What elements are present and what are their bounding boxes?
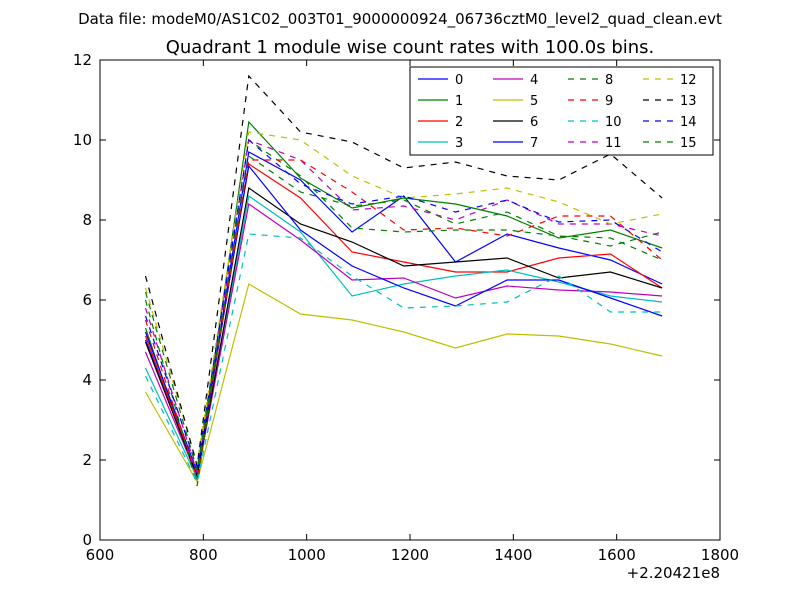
legend-label-4: 4 [530, 73, 538, 88]
series-line-7 [144, 164, 663, 475]
legend-label-1: 1 [455, 94, 463, 109]
x-tick-label: 800 [189, 546, 218, 564]
series-line-12 [144, 131, 663, 465]
legend-label-13: 13 [680, 94, 697, 109]
legend-label-14: 14 [680, 115, 697, 130]
series-line-6 [144, 186, 663, 479]
supertitle: Data file: modeM0/AS1C02_003T01_90000009… [78, 10, 722, 29]
legend-label-5: 5 [530, 94, 538, 109]
y-tick-label: 0 [82, 531, 92, 549]
legend-label-15: 15 [680, 136, 697, 151]
chart-title: Quadrant 1 module wise count rates with … [166, 37, 655, 58]
y-tick-label: 2 [82, 451, 92, 469]
y-tick-label: 10 [73, 131, 92, 149]
x-tick-label: 1400 [494, 546, 532, 564]
legend-label-12: 12 [680, 73, 697, 88]
legend-label-6: 6 [530, 115, 538, 130]
series-line-8 [144, 138, 663, 487]
series-line-9 [144, 159, 663, 479]
x-tick-label: 1200 [391, 546, 429, 564]
legend-label-3: 3 [455, 136, 463, 151]
y-tick-label: 12 [73, 51, 92, 69]
legend-label-11: 11 [605, 136, 622, 151]
legend-label-8: 8 [605, 73, 613, 88]
x-tick-label: 1800 [701, 546, 739, 564]
series-line-4 [144, 202, 663, 479]
legend-label-9: 9 [605, 94, 613, 109]
y-tick-label: 6 [82, 291, 92, 309]
series-line-10 [144, 233, 663, 484]
series-line-5 [144, 283, 663, 484]
x-tick-label: 600 [86, 546, 115, 564]
series-line-14 [144, 138, 663, 469]
series-layer [144, 74, 663, 487]
legend-label-10: 10 [605, 115, 622, 130]
legend-box [409, 66, 714, 156]
x-tick-label: 1600 [598, 546, 636, 564]
y-tick-label: 8 [82, 211, 92, 229]
legend-label-2: 2 [455, 115, 463, 130]
series-line-13 [144, 74, 663, 467]
x-offset-label: +2.20421e8 [627, 564, 720, 582]
series-line-15 [144, 154, 663, 471]
legend-label-7: 7 [530, 136, 538, 151]
y-tick-label: 4 [82, 371, 92, 389]
x-tick-label: 1000 [288, 546, 326, 564]
series-line-3 [144, 194, 663, 480]
legend-label-0: 0 [455, 73, 463, 88]
series-line-11 [144, 139, 663, 473]
